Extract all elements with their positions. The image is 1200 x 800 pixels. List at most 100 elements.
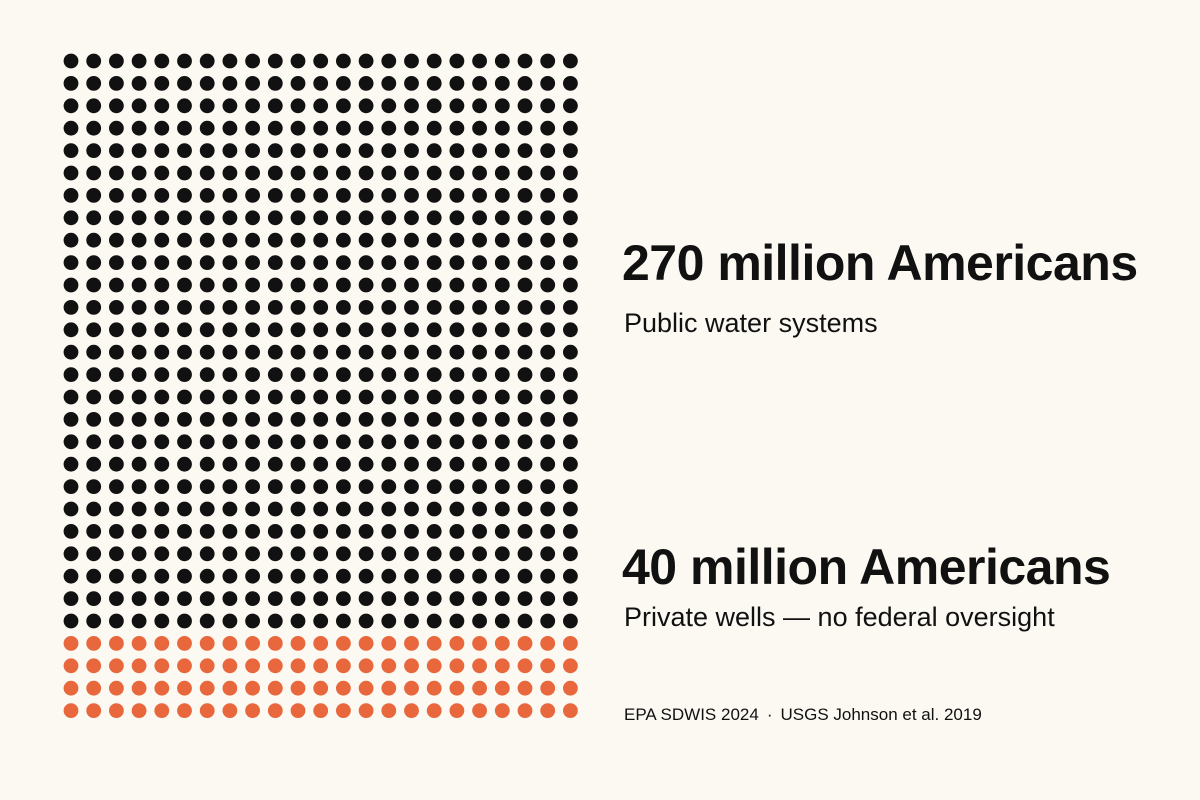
public-dot (381, 143, 397, 158)
public-dot (199, 546, 215, 562)
public-dot (563, 120, 578, 136)
public-dot (267, 434, 283, 450)
private-dot (404, 658, 419, 674)
private-dot (131, 703, 147, 718)
public-dot (426, 232, 442, 248)
private-dot (563, 636, 578, 651)
public-dot (267, 76, 283, 91)
public-dot (109, 546, 124, 562)
public-dot (245, 501, 260, 517)
public-dot (199, 143, 215, 158)
private-dot (426, 636, 442, 651)
private-dot (63, 680, 79, 696)
public-dot (199, 591, 215, 606)
public-dot (177, 255, 192, 270)
public-dot (267, 501, 283, 517)
public-dot (358, 300, 374, 315)
series-private-wells (63, 636, 578, 718)
public-dot (517, 165, 533, 181)
public-dot (290, 300, 306, 315)
private-dot (494, 636, 510, 651)
public-dot (109, 277, 124, 293)
private-dot (199, 658, 215, 674)
public-dot (472, 412, 487, 427)
public-dot (131, 524, 147, 539)
public-dot (199, 300, 215, 315)
public-dot (290, 277, 306, 293)
public-systems-description: Public water systems (624, 308, 878, 338)
private-dot (472, 636, 487, 651)
public-dot (472, 188, 487, 203)
public-dot (290, 76, 306, 91)
public-dot (86, 591, 102, 606)
public-dot (290, 255, 306, 270)
public-dot (540, 53, 556, 69)
public-dot (222, 300, 238, 315)
public-dot (381, 412, 397, 427)
public-dot (404, 434, 419, 450)
public-dot (449, 591, 465, 606)
public-dot (426, 188, 442, 203)
public-dot (381, 546, 397, 562)
private-dot (336, 703, 351, 718)
public-dot (494, 98, 510, 114)
public-dot (404, 344, 419, 360)
public-dot (131, 98, 147, 114)
private-dot (358, 703, 374, 718)
public-dot (177, 344, 192, 360)
public-dot (109, 300, 124, 315)
public-dot (245, 76, 260, 91)
private-dot (563, 680, 578, 696)
public-dot (63, 143, 79, 158)
public-dot (426, 53, 442, 69)
public-dot (177, 232, 192, 248)
public-dot (109, 613, 124, 629)
private-dot (358, 658, 374, 674)
public-dot (426, 389, 442, 405)
public-dot (86, 300, 102, 315)
public-dot (290, 434, 306, 450)
public-dot (63, 76, 79, 91)
public-dot (358, 389, 374, 405)
public-dot (449, 120, 465, 136)
public-dot (381, 456, 397, 472)
public-dot (290, 524, 306, 539)
private-dot (313, 703, 329, 718)
public-dot (313, 165, 329, 181)
public-dot (472, 389, 487, 405)
public-dot (86, 232, 102, 248)
public-dot (517, 456, 533, 472)
public-dot (563, 210, 578, 226)
public-dot (540, 456, 556, 472)
public-dot (358, 322, 374, 338)
public-dot (313, 456, 329, 472)
public-dot (313, 591, 329, 606)
public-dot (154, 322, 170, 338)
public-dot (86, 53, 102, 69)
public-dot (154, 479, 170, 494)
public-dot (290, 120, 306, 136)
public-dot (358, 591, 374, 606)
public-dot (313, 501, 329, 517)
public-dot (154, 120, 170, 136)
private-dot (404, 680, 419, 696)
private-dot (381, 703, 397, 718)
public-dot (381, 568, 397, 584)
public-dot (177, 120, 192, 136)
public-dot (131, 188, 147, 203)
private-dot (63, 636, 79, 651)
private-dot (109, 703, 124, 718)
public-dot (381, 591, 397, 606)
public-dot (404, 546, 419, 562)
public-dot (517, 300, 533, 315)
public-dot (290, 613, 306, 629)
public-dot (199, 53, 215, 69)
private-dot (517, 658, 533, 674)
public-dot (245, 210, 260, 226)
public-dot (358, 434, 374, 450)
public-dot (336, 76, 351, 91)
private-dot (154, 680, 170, 696)
public-dot (109, 120, 124, 136)
public-dot (494, 591, 510, 606)
public-dot (517, 367, 533, 382)
